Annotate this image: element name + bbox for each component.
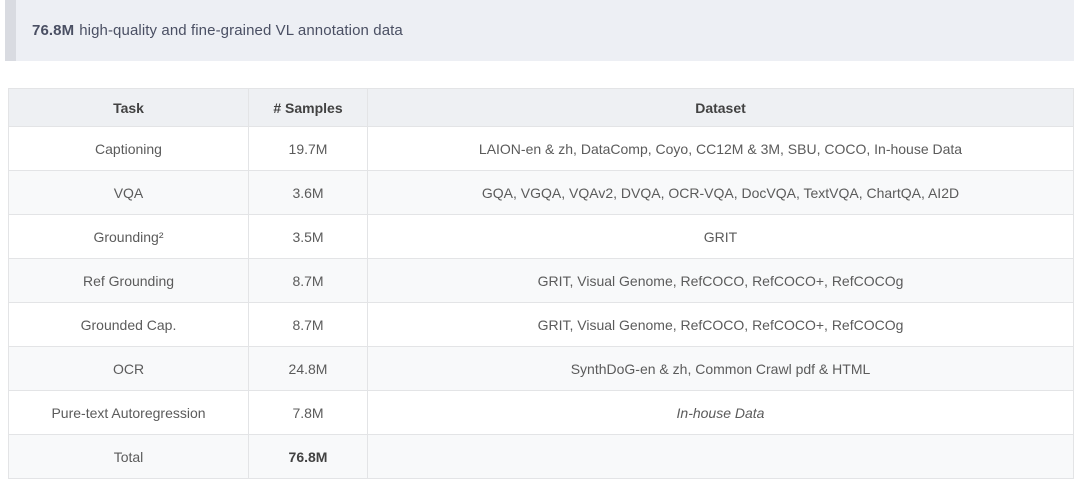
callout-text: high-quality and fine-grained VL annotat… [79, 22, 403, 39]
vl-annotation-table-container: Task # Samples Dataset Captioning 19.7M … [8, 88, 1080, 479]
table-row-pure-text-autoregression: Pure-text Autoregression 7.8M In-house D… [8, 390, 1074, 435]
task-cell: Grounding² [8, 214, 249, 259]
samples-cell: 8.7M [248, 302, 368, 347]
dataset-cell: GRIT [367, 214, 1074, 259]
task-cell: VQA [8, 170, 249, 215]
column-header-dataset: Dataset [367, 88, 1074, 127]
table-row-vqa: VQA 3.6M GQA, VGQA, VQAv2, DVQA, OCR-VQA… [8, 170, 1074, 215]
dataset-cell: LAION-en & zh, DataComp, Coyo, CC12M & 3… [367, 126, 1074, 171]
vl-annotation-table: Task # Samples Dataset Captioning 19.7M … [8, 88, 1074, 479]
samples-cell: 19.7M [248, 126, 368, 171]
samples-cell: 3.5M [248, 214, 368, 259]
column-header-samples: # Samples [248, 88, 368, 127]
samples-cell: 7.8M [248, 390, 368, 435]
annotation-data-callout: 76.8M high-quality and fine-grained VL a… [5, 0, 1074, 61]
task-cell: Total [8, 434, 249, 479]
task-cell: Ref Grounding [8, 258, 249, 303]
dataset-cell [367, 434, 1074, 479]
samples-cell: 3.6M [248, 170, 368, 215]
dataset-cell: SynthDoG-en & zh, Common Crawl pdf & HTM… [367, 346, 1074, 391]
task-cell: OCR [8, 346, 249, 391]
total-count-highlight: 76.8M [32, 22, 75, 39]
dataset-cell: GRIT, Visual Genome, RefCOCO, RefCOCO+, … [367, 258, 1074, 303]
table-row-captioning: Captioning 19.7M LAION-en & zh, DataComp… [8, 126, 1074, 171]
task-cell: Captioning [8, 126, 249, 171]
dataset-cell: GRIT, Visual Genome, RefCOCO, RefCOCO+, … [367, 302, 1074, 347]
dataset-cell: In-house Data [367, 390, 1074, 435]
table-row-ref-grounding: Ref Grounding 8.7M GRIT, Visual Genome, … [8, 258, 1074, 303]
samples-cell: 8.7M [248, 258, 368, 303]
dataset-cell: GQA, VGQA, VQAv2, DVQA, OCR-VQA, DocVQA,… [367, 170, 1074, 215]
table-row-grounding: Grounding² 3.5M GRIT [8, 214, 1074, 259]
table-row-ocr: OCR 24.8M SynthDoG-en & zh, Common Crawl… [8, 346, 1074, 391]
samples-cell: 24.8M [248, 346, 368, 391]
samples-cell: 76.8M [248, 434, 368, 479]
task-cell: Pure-text Autoregression [8, 390, 249, 435]
table-header-row: Task # Samples Dataset [8, 88, 1074, 127]
table-row-total: Total 76.8M [8, 434, 1074, 479]
column-header-task: Task [8, 88, 249, 127]
task-cell: Grounded Cap. [8, 302, 249, 347]
table-row-grounded-cap: Grounded Cap. 8.7M GRIT, Visual Genome, … [8, 302, 1074, 347]
